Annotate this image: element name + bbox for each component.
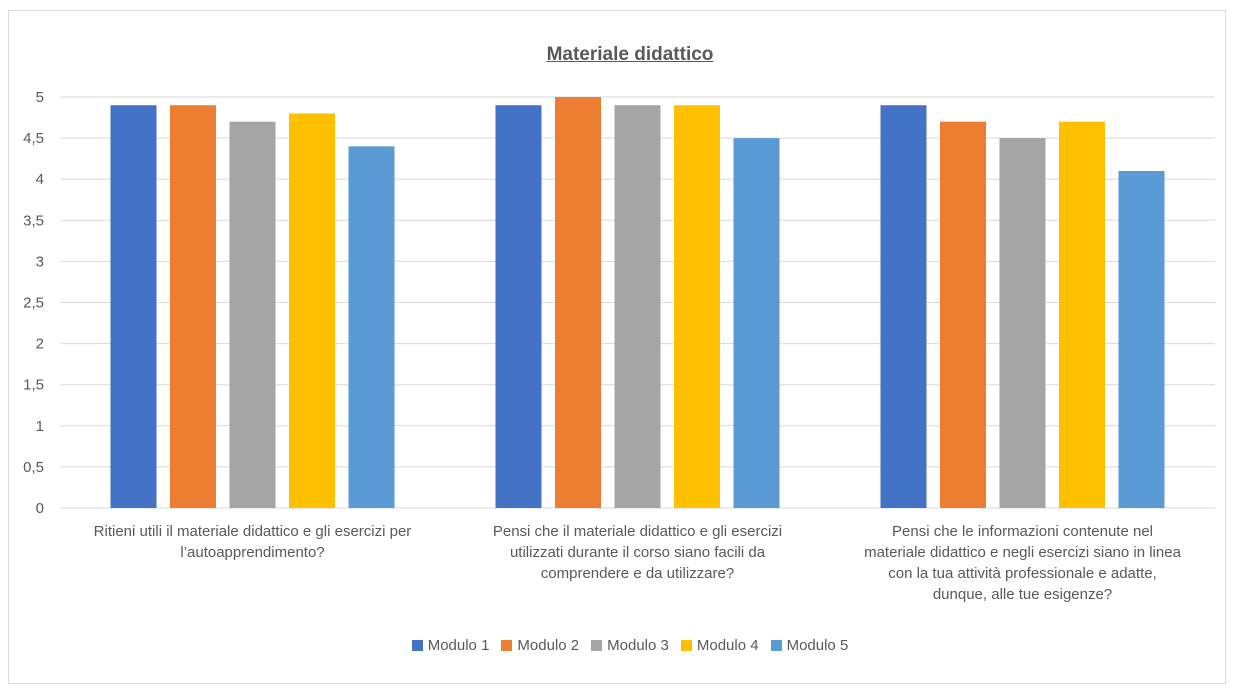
bar-modulo-5: [1118, 170, 1165, 509]
legend-item: Modulo 1: [411, 637, 490, 654]
y-tick-label: 0: [36, 500, 44, 517]
legend-swatch: [501, 640, 513, 651]
y-tick-label: 2,5: [23, 295, 44, 312]
chart-title: Materiale didattico: [546, 44, 714, 65]
y-tick-label: 1: [36, 418, 44, 435]
legend-label: Modulo 1: [427, 637, 490, 654]
bar-modulo-5: [348, 146, 395, 508]
legend-swatch: [411, 640, 423, 651]
bar-modulo-4: [289, 113, 335, 508]
legend-item: Modulo 3: [591, 637, 669, 654]
legend-label: Modulo 4: [696, 637, 759, 654]
y-tick-label: 5: [36, 89, 44, 106]
chart-legend: Modulo 1 Modulo 2 Modulo 3 Modulo 4 Modulo 5: [0, 637, 1234, 654]
category-label: Pensi che il materiale didattico e gli e…: [493, 523, 782, 582]
y-tick-label: 1,5: [23, 377, 44, 394]
bar-modulo-1: [110, 105, 157, 508]
legend-label: Modulo 2: [517, 637, 580, 654]
bar-modulo-1: [880, 105, 927, 508]
legend-swatch: [680, 640, 692, 651]
bar-modulo-2: [940, 121, 986, 508]
bar-modulo-3: [614, 105, 661, 508]
legend-label: Modulo 3: [607, 637, 669, 654]
legend-item: Modulo 2: [501, 637, 579, 654]
category-label: Pensi che le informazioni contenute nel m…: [864, 523, 1181, 603]
bar-modulo-1: [495, 105, 542, 508]
category-label: Ritieni utili il materiale didattico e g…: [94, 523, 412, 561]
y-tick-label: 0,5: [23, 459, 44, 476]
bar-modulo-5: [733, 138, 780, 508]
bar-modulo-2: [555, 97, 601, 508]
bar-modulo-2: [170, 105, 216, 508]
y-tick-label: 4: [36, 171, 44, 188]
y-tick-label: 3: [36, 253, 44, 270]
legend-swatch: [591, 640, 603, 651]
legend-item: Modulo 4: [680, 637, 759, 654]
legend-item: Modulo 5: [770, 637, 849, 654]
bar-modulo-3: [999, 138, 1046, 508]
bar-modulo-4: [1059, 121, 1105, 508]
bar-modulo-3: [229, 121, 276, 508]
y-tick-label: 3,5: [23, 212, 44, 229]
y-tick-label: 2: [36, 336, 44, 353]
y-tick-label: 4,5: [23, 130, 44, 147]
bar-modulo-4: [674, 105, 720, 508]
legend-label: Modulo 5: [786, 637, 849, 654]
legend-swatch: [770, 640, 782, 651]
